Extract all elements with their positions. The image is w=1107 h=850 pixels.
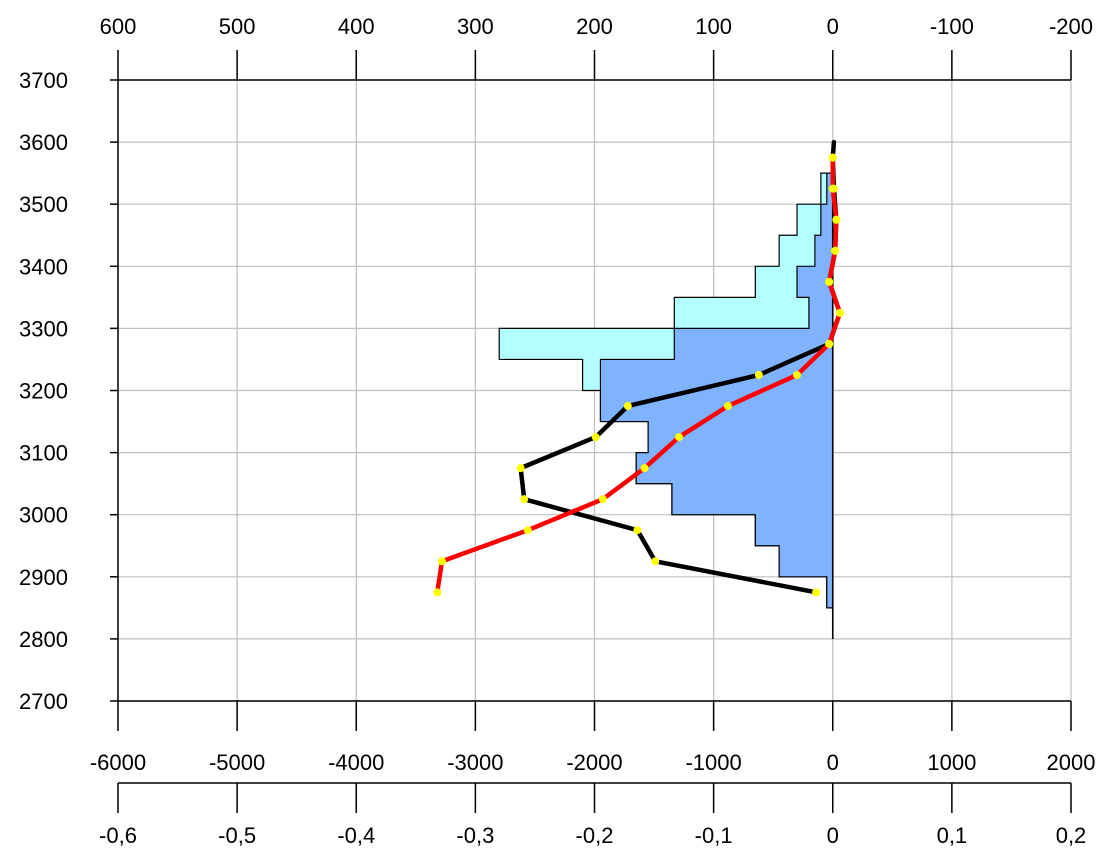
marker-red-series (825, 339, 834, 348)
marker-red-series (825, 277, 834, 286)
tick-label-x-bottom2: -0,4 (337, 823, 375, 848)
marker-red-series (835, 308, 844, 317)
tick-label-x-top: 100 (695, 14, 732, 39)
tick-label-x-bottom2: 0,1 (937, 823, 968, 848)
tick-label-x-bottom2: -0,5 (218, 823, 256, 848)
tick-label-x-top: 300 (457, 14, 494, 39)
marker-red-series (438, 557, 447, 566)
tick-labels: 2700280029003000310032003300340035003600… (19, 14, 1095, 848)
tick-label-x-bottom: -4000 (328, 750, 384, 775)
tick-label-y: 3400 (19, 254, 68, 279)
tick-label-x-top: 600 (100, 14, 137, 39)
tick-label-y: 3100 (19, 441, 68, 466)
marker-red-series (640, 464, 649, 473)
marker-red-series (523, 526, 532, 535)
tick-label-x-top: -200 (1049, 14, 1093, 39)
marker-red-series (828, 184, 837, 193)
marker-black-series (520, 495, 529, 504)
marker-red-series (598, 495, 607, 504)
tick-label-x-top: 400 (338, 14, 375, 39)
tick-label-y: 3000 (19, 503, 68, 528)
tick-label-x-top: 500 (219, 14, 256, 39)
tick-label-x-bottom: -3000 (447, 750, 503, 775)
marker-red-series (828, 153, 837, 162)
tick-label-y: 3700 (19, 68, 68, 93)
tick-label-x-bottom2: 0 (827, 823, 839, 848)
tick-label-x-bottom: -2000 (566, 750, 622, 775)
tick-label-x-bottom2: -0,3 (456, 823, 494, 848)
tick-label-x-bottom: 2000 (1047, 750, 1096, 775)
tick-label-x-bottom2: -0,1 (695, 823, 733, 848)
tick-label-x-top: 200 (576, 14, 613, 39)
tick-label-x-top: -100 (930, 14, 974, 39)
axes (110, 50, 1072, 813)
tick-label-x-bottom: 0 (827, 750, 839, 775)
marker-black-series (812, 588, 821, 597)
tick-label-y: 2700 (19, 689, 68, 714)
tick-label-x-bottom: 1000 (927, 750, 976, 775)
tick-label-x-bottom: -1000 (685, 750, 741, 775)
marker-black-series (633, 526, 642, 535)
step-areas (498, 142, 834, 639)
series-markers (433, 153, 844, 597)
tick-label-y: 2800 (19, 627, 68, 652)
marker-red-series (831, 246, 840, 255)
tick-label-y: 3300 (19, 316, 68, 341)
tick-label-x-bottom: -6000 (90, 750, 146, 775)
marker-red-series (793, 370, 802, 379)
marker-black-series (651, 557, 660, 566)
tick-label-x-top: 0 (827, 14, 839, 39)
marker-black-series (516, 464, 525, 473)
marker-black-series (623, 402, 632, 411)
tick-label-x-bottom2: -0,6 (99, 823, 137, 848)
marker-red-series (433, 588, 442, 597)
tick-label-y: 3600 (19, 130, 68, 155)
tick-label-y: 2900 (19, 565, 68, 590)
tick-label-y: 3500 (19, 192, 68, 217)
marker-red-series (675, 433, 684, 442)
tick-label-y: 3200 (19, 379, 68, 404)
tick-label-x-bottom: -5000 (209, 750, 265, 775)
marker-black-series (754, 370, 763, 379)
step-area-blue (599, 142, 834, 639)
tick-label-x-bottom2: -0,2 (576, 823, 614, 848)
tick-label-x-bottom2: 0,2 (1056, 823, 1087, 848)
marker-black-series (591, 433, 600, 442)
marker-red-series (832, 215, 841, 224)
marker-red-series (723, 402, 732, 411)
